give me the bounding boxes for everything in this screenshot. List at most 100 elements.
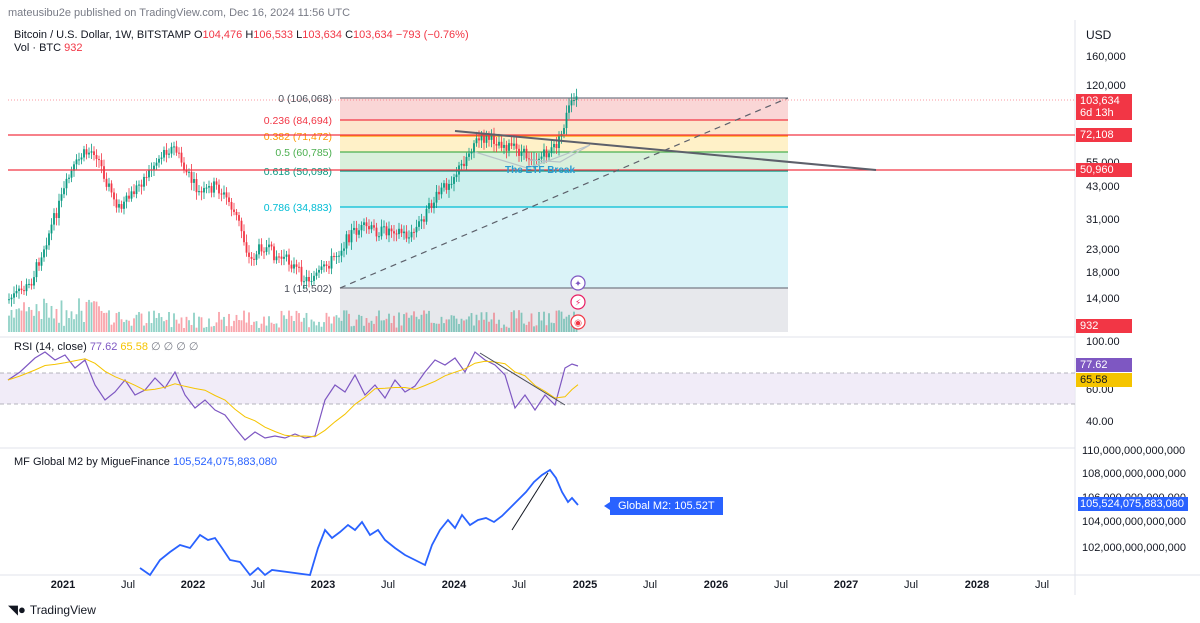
- m2-axis-label: 104,000,000,000,000: [1082, 516, 1186, 528]
- rsi-axis-label: 60.00: [1086, 384, 1114, 396]
- currency-label[interactable]: USD: [1086, 28, 1112, 42]
- candle-body: [235, 211, 238, 216]
- volume-bar: [28, 307, 30, 332]
- volume-bar: [365, 318, 368, 332]
- candle-body: [363, 222, 365, 225]
- candle-body: [163, 149, 165, 158]
- event-lightning-icon-glyph: ⚡: [575, 298, 581, 308]
- volume-bar: [50, 305, 53, 332]
- volume-bar: [388, 313, 390, 332]
- hline-50960-tag: 50,960: [1076, 163, 1132, 177]
- volume-bar: [425, 313, 428, 332]
- volume-bar: [258, 327, 260, 332]
- candle-body: [213, 181, 215, 193]
- volume-legend[interactable]: Vol · BTC 932: [14, 42, 83, 54]
- candle-body: [488, 134, 490, 140]
- rsi-label: RSI (14, close): [14, 341, 87, 353]
- rsi-legend[interactable]: RSI (14, close) 77.62 65.58 ∅ ∅ ∅ ∅: [14, 340, 199, 353]
- low-value: 103,634: [302, 29, 342, 41]
- time-axis-label: Jul: [904, 579, 918, 591]
- candle-body: [33, 277, 35, 286]
- volume-bar: [443, 323, 445, 332]
- volume-bar: [105, 312, 108, 332]
- candle-body: [425, 208, 428, 222]
- volume-bar: [113, 322, 115, 332]
- candle-body: [70, 170, 73, 178]
- m2-value: 105,524,075,883,080: [172, 456, 277, 468]
- volume-bar: [503, 324, 505, 332]
- rsi-axis-label: 40.00: [1086, 416, 1114, 428]
- volume-bar: [43, 298, 45, 332]
- volume-bar: [30, 309, 33, 332]
- volume-bar: [253, 321, 255, 332]
- volume-bar: [238, 320, 240, 332]
- tradingview-brand[interactable]: ◥● TradingView: [8, 602, 96, 618]
- candle-body: [568, 105, 570, 113]
- candle-body: [440, 187, 443, 195]
- volume-bar: [293, 321, 295, 332]
- volume-bar: [158, 313, 160, 332]
- time-axis-label: Jul: [121, 579, 135, 591]
- volume-bar: [130, 325, 133, 332]
- candle-body: [378, 236, 380, 238]
- candle-body: [58, 200, 60, 219]
- rsi-trendline: [479, 352, 566, 406]
- candle-body: [15, 291, 18, 294]
- candle-body: [83, 149, 85, 158]
- volume-bar: [233, 320, 235, 332]
- candle-body: [513, 143, 515, 146]
- m2-legend[interactable]: MF Global M2 by MigueFinance 105,524,075…: [14, 456, 277, 468]
- candle-body: [390, 228, 393, 232]
- symbol-legend[interactable]: Bitcoin / U.S. Dollar, 1W, BITSTAMP O104…: [14, 29, 469, 41]
- volume-bar: [270, 322, 273, 332]
- volume-bar: [448, 319, 450, 332]
- candle-body: [245, 242, 248, 253]
- volume-bar: [308, 327, 310, 332]
- volume-bar: [400, 325, 403, 332]
- candle-body: [220, 193, 223, 195]
- volume-bar: [298, 313, 300, 332]
- candle-body: [408, 237, 410, 239]
- volume-bar: [523, 323, 525, 332]
- candle-body: [143, 176, 145, 187]
- candle-body: [453, 177, 455, 184]
- time-axis-label: 2022: [181, 579, 205, 591]
- volume-bar: [530, 313, 533, 332]
- candle-body: [200, 191, 203, 193]
- volume-bar: [460, 318, 463, 332]
- candle-body: [495, 143, 498, 146]
- volume-bar: [265, 325, 268, 332]
- close-value: 103,634: [353, 29, 393, 41]
- volume-bar: [165, 319, 168, 332]
- candle-body: [20, 288, 23, 291]
- high-value: 106,533: [253, 29, 294, 41]
- tradingview-logo-icon: ◥●: [8, 602, 26, 617]
- candle-body: [350, 230, 353, 243]
- volume-bar: [235, 314, 238, 332]
- fib-zone: [340, 207, 788, 288]
- volume-bar: [358, 314, 360, 332]
- candle-body: [325, 264, 328, 266]
- candle-body: [313, 275, 315, 281]
- candle-body: [28, 283, 30, 285]
- m2-callout[interactable]: Global M2: 105.52T: [610, 497, 723, 515]
- candle-body: [360, 224, 363, 231]
- volume-bar: [440, 316, 443, 332]
- event-flag-icon: [570, 314, 586, 330]
- volume-bar: [453, 315, 455, 332]
- volume-bar: [20, 310, 23, 332]
- trendline-dashed: [339, 97, 789, 289]
- candle-body: [340, 250, 343, 256]
- volume-bar: [150, 323, 153, 332]
- volume-bar: [193, 312, 195, 332]
- candle-body: [43, 249, 45, 258]
- candle-body: [368, 226, 370, 230]
- candle-body: [38, 262, 40, 266]
- candle-body: [573, 100, 575, 102]
- candle-body: [133, 191, 135, 195]
- volume-bar: [508, 327, 510, 332]
- candle-body: [505, 144, 508, 151]
- last-price-tag: 103,634 6d 13h: [1076, 94, 1132, 120]
- volume-bar: [110, 324, 113, 332]
